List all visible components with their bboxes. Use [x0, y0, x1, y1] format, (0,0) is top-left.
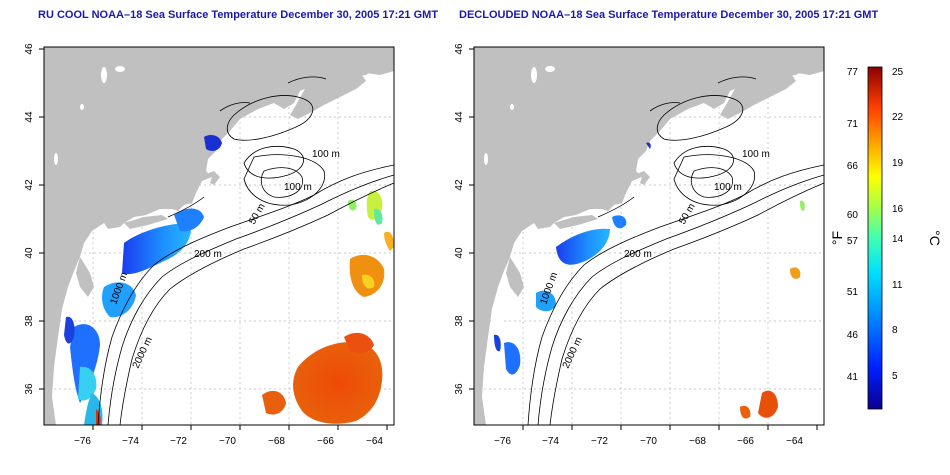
c-tick-label: 8 [892, 325, 898, 336]
right-lat-tick-label: 46 [454, 43, 465, 55]
left-lon-tick-label: −74 [122, 436, 139, 447]
contour-label-100m-georges: 100 m [714, 182, 742, 193]
contour-label-100m-gulf-of-maine: 100 m [312, 149, 340, 160]
c-tick-label: 11 [892, 280, 903, 291]
c-tick-label: 14 [892, 234, 904, 245]
celsius-unit-label: °C [927, 230, 943, 246]
fahrenheit-unit-label: °F [829, 231, 845, 245]
colorbar-gradient [867, 66, 883, 410]
left-lon-ticks [92, 425, 388, 430]
f-tick-label: 66 [847, 161, 859, 172]
right-lon-tick-label: −76 [494, 436, 511, 447]
right-lon-tick-label: −74 [542, 436, 559, 447]
colorbar: 77 71 66 60 57 51 46 41 25 22 19 16 14 1… [829, 66, 943, 410]
right-sst-cold-shelf [494, 142, 651, 375]
left-lat-tick-label: 40 [24, 247, 35, 259]
right-map: 100 m 100 m 50 m 200 m 1000 m 2000 m [473, 46, 825, 426]
left-lon-tick-label: −76 [74, 436, 91, 447]
right-lon-tick-label: −70 [640, 436, 657, 447]
c-tick-label: 22 [892, 112, 904, 123]
left-map: 100 m 100 m 50 m 200 m 1000 m 2000 m [43, 46, 395, 426]
left-sst-warm [262, 190, 394, 424]
right-lat-tick-label: 42 [454, 179, 465, 191]
right-lon-tick-label: −68 [689, 436, 706, 447]
right-axes: −76 −74 −72 −70 −68 −66 −64 46 44 42 40 … [454, 43, 818, 447]
left-axes: −76 −74 −72 −70 −68 −66 −64 46 44 42 40 … [24, 43, 388, 447]
left-lon-tick-label: −64 [366, 436, 383, 447]
right-sst-warm [740, 200, 805, 419]
right-lon-tick-label: −64 [786, 436, 803, 447]
contour-label-200m: 200 m [624, 249, 652, 260]
colorbar-fahrenheit-ticks: 77 71 66 60 57 51 46 41 [847, 67, 859, 383]
left-lon-tick-label: −68 [268, 436, 285, 447]
right-lat-tick-label: 38 [454, 315, 465, 327]
f-tick-label: 57 [847, 236, 859, 247]
left-lat-tick-label: 42 [24, 179, 35, 191]
contour-label-100m-gulf-of-maine: 100 m [742, 149, 770, 160]
colorbar-celsius-ticks: 25 22 19 16 14 11 8 5 [892, 67, 904, 382]
left-lat-tick-label: 44 [24, 111, 35, 123]
left-map-title: RU COOL NOAA–18 Sea Surface Temperature … [38, 9, 439, 21]
left-lon-tick-label: −66 [317, 436, 334, 447]
f-tick-label: 51 [847, 287, 859, 298]
f-tick-label: 46 [847, 330, 859, 341]
c-tick-label: 19 [892, 158, 904, 169]
f-tick-label: 77 [847, 67, 859, 78]
right-lat-tick-label: 44 [454, 111, 465, 123]
left-lat-tick-label: 38 [24, 315, 35, 327]
left-lon-tick-label: −70 [219, 436, 236, 447]
contour-label-100m-georges: 100 m [284, 182, 312, 193]
left-sst-cold-shelf [64, 135, 222, 425]
f-tick-label: 60 [847, 210, 859, 221]
left-lat-tick-label: 36 [24, 383, 35, 395]
f-tick-label: 41 [847, 372, 859, 383]
right-lat-tick-label: 36 [454, 383, 465, 395]
right-lon-tick-label: −72 [591, 436, 608, 447]
c-tick-label: 5 [892, 371, 898, 382]
left-lat-tick-label: 46 [24, 43, 35, 55]
contour-label-200m: 200 m [194, 249, 222, 260]
right-lat-tick-label: 40 [454, 247, 465, 259]
c-tick-label: 16 [892, 204, 904, 215]
f-tick-label: 71 [847, 119, 859, 130]
c-tick-label: 25 [892, 67, 904, 78]
right-lon-tick-label: −66 [737, 436, 754, 447]
right-map-title: DECLOUDED NOAA–18 Sea Surface Temperatur… [459, 9, 879, 21]
left-lon-tick-label: −72 [170, 436, 187, 447]
